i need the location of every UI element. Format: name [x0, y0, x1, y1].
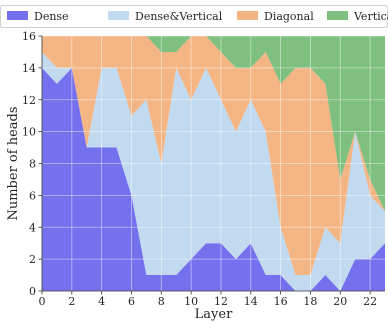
x-tick-label: 2	[68, 295, 75, 308]
x-tick-label: 6	[128, 295, 135, 308]
legend-swatch-vertical	[327, 11, 348, 20]
y-tick-label: 14	[22, 62, 36, 75]
x-tick-label: 16	[274, 295, 288, 308]
legend-label-vertical: Vertical	[353, 10, 388, 23]
x-tick-label: 0	[39, 295, 46, 308]
x-axis-title: Layer	[195, 307, 233, 322]
x-tick-label: 14	[244, 295, 258, 308]
x-tick-label: 20	[333, 295, 347, 308]
legend-swatch-dense-vertical	[108, 11, 129, 20]
y-tick-label: 16	[22, 30, 36, 43]
y-tick-label: 0	[29, 285, 36, 298]
y-tick-label: 6	[29, 189, 36, 202]
legend-label-dense: Dense	[34, 10, 69, 23]
y-tick-label: 12	[22, 94, 36, 107]
legend-swatch-diagonal	[237, 11, 258, 20]
y-tick-label: 10	[22, 126, 36, 139]
legend-label-diagonal: Diagonal	[264, 10, 314, 23]
y-tick-label: 4	[29, 221, 36, 234]
plot-area	[42, 36, 385, 291]
x-tick-label: 8	[158, 295, 165, 308]
x-tick-label: 18	[303, 295, 317, 308]
legend-label-dense-vertical: Dense&Vertical	[135, 10, 223, 23]
x-tick-label: 4	[98, 295, 105, 308]
y-tick-label: 2	[29, 253, 36, 266]
legend: Dense Dense&Vertical Diagonal Vertical	[1, 6, 388, 28]
x-tick-label: 22	[363, 295, 377, 308]
y-tick-label: 8	[29, 158, 36, 171]
legend-swatch-dense	[7, 11, 28, 20]
y-axis-title: Number of heads	[6, 106, 21, 220]
